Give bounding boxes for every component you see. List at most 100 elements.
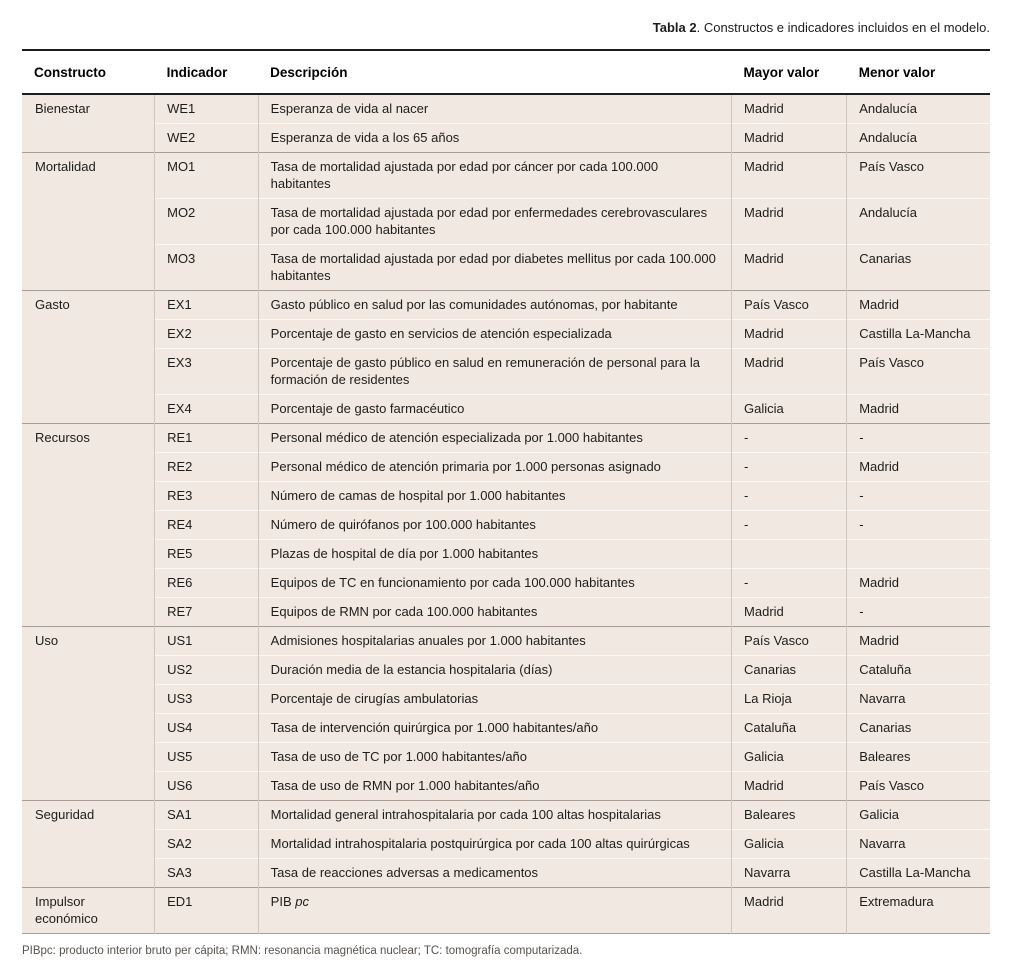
table-row: RE7 Equipos de RMN por cada 100.000 habit… bbox=[22, 597, 990, 627]
menor-valor-cell: Madrid bbox=[846, 394, 990, 424]
indicator-cell: US3 bbox=[154, 684, 259, 714]
construct-cell: Seguridad bbox=[22, 800, 155, 888]
description-cell: Porcentaje de gasto público en salud en … bbox=[257, 348, 732, 395]
indicator-cell: SA3 bbox=[154, 858, 259, 888]
indicator-cell: US5 bbox=[154, 742, 259, 772]
mayor-valor-cell: Madrid bbox=[731, 94, 847, 124]
table-footnote: PIBpc: producto interior bruto per cápit… bbox=[22, 945, 583, 957]
menor-valor-cell: Navarra bbox=[846, 829, 990, 859]
construct-cell: Bienestar bbox=[22, 94, 155, 153]
menor-valor-cell: Canarias bbox=[846, 713, 990, 743]
description-italic: pc bbox=[295, 894, 309, 909]
description-cell: Porcentaje de gasto en servicios de aten… bbox=[257, 319, 732, 349]
mayor-valor-cell: Madrid bbox=[731, 198, 847, 245]
header-row: Constructo Indicador Descripción Mayor v… bbox=[22, 50, 990, 95]
menor-valor-cell bbox=[846, 539, 990, 569]
table-row: RE6 Equipos de TC en funcionamiento por c… bbox=[22, 568, 990, 598]
description-cell: Número de quirófanos por 100.000 habitan… bbox=[257, 510, 732, 540]
indicator-cell: RE3 bbox=[154, 481, 259, 511]
mayor-valor-cell: La Rioja bbox=[731, 684, 847, 714]
menor-valor-cell: - bbox=[846, 597, 990, 627]
menor-valor-cell: Madrid bbox=[846, 452, 990, 482]
menor-valor-cell: País Vasco bbox=[846, 348, 990, 395]
description-cell: Mortalidad general intrahospitalaria por… bbox=[257, 800, 732, 830]
table-row: US3 Porcentaje de cirugías ambulatorias La… bbox=[22, 684, 990, 714]
table-row: EX2 Porcentaje de gasto en servicios de a… bbox=[22, 319, 990, 349]
menor-valor-cell: Madrid bbox=[846, 568, 990, 598]
mayor-valor-cell: Madrid bbox=[731, 123, 847, 153]
menor-valor-cell: Navarra bbox=[846, 684, 990, 714]
description-cell: Tasa de uso de TC por 1.000 habitantes/a… bbox=[257, 742, 732, 772]
description-cell: Equipos de TC en funcionamiento por cada… bbox=[257, 568, 732, 598]
table-header: Constructo Indicador Descripción Mayor v… bbox=[22, 50, 990, 95]
indicator-cell: RE4 bbox=[154, 510, 259, 540]
menor-valor-cell: - bbox=[846, 481, 990, 511]
constructs-table: Constructo Indicador Descripción Mayor v… bbox=[22, 49, 990, 934]
description-cell: Tasa de mortalidad ajustada por edad por… bbox=[257, 198, 732, 245]
indicator-cell: WE1 bbox=[154, 94, 259, 124]
table-row: RE5 Plazas de hospital de día por 1.000 h… bbox=[22, 539, 990, 569]
menor-valor-cell: Castilla La-Mancha bbox=[846, 319, 990, 349]
indicator-cell: EX2 bbox=[154, 319, 259, 349]
table-row: MO3 Tasa de mortalidad ajustada por edad … bbox=[22, 244, 990, 291]
description-cell: Porcentaje de cirugías ambulatorias bbox=[257, 684, 732, 714]
menor-valor-cell: - bbox=[846, 510, 990, 540]
mayor-valor-cell: País Vasco bbox=[731, 626, 847, 656]
indicator-cell: EX3 bbox=[154, 348, 259, 395]
description-cell: PIB pc bbox=[257, 887, 732, 934]
mayor-valor-cell: Cataluña bbox=[731, 713, 847, 743]
indicator-cell: RE7 bbox=[154, 597, 259, 627]
description-cell: Tasa de mortalidad ajustada por edad por… bbox=[257, 244, 732, 291]
table-row: Recursos RE1 Personal médico de atención e… bbox=[22, 423, 990, 627]
mayor-valor-cell: Madrid bbox=[731, 771, 847, 801]
table-caption: Tabla 2. Constructos e indicadores inclu… bbox=[22, 20, 990, 35]
description-cell: Personal médico de atención primaria por… bbox=[257, 452, 732, 482]
table-row: Seguridad SA1 Mortalidad general intrahosp… bbox=[22, 800, 990, 888]
indicator-cell: EX4 bbox=[154, 394, 259, 424]
indicator-cell: RE2 bbox=[154, 452, 259, 482]
mayor-valor-cell: Madrid bbox=[731, 152, 847, 199]
indicator-cell: RE1 bbox=[154, 423, 259, 453]
table-row: EX4 Porcentaje de gasto farmacéutico Galic… bbox=[22, 394, 990, 424]
description-cell: Tasa de reacciones adversas a medicament… bbox=[257, 858, 732, 888]
mayor-valor-cell: Galicia bbox=[731, 829, 847, 859]
indicator-cell: US4 bbox=[154, 713, 259, 743]
mayor-valor-cell bbox=[731, 539, 847, 569]
indicator-cell: US1 bbox=[154, 626, 259, 656]
indicator-cell: MO3 bbox=[154, 244, 259, 291]
construct-cell: Gasto bbox=[22, 290, 155, 424]
table-row: Uso US1 Admisiones hospitalarias anuales p… bbox=[22, 626, 990, 801]
menor-valor-cell: Madrid bbox=[846, 290, 990, 320]
mayor-valor-cell: Galicia bbox=[731, 742, 847, 772]
construct-cell: Impulsor económico bbox=[22, 887, 155, 934]
menor-valor-cell: Andalucía bbox=[846, 94, 990, 124]
menor-valor-cell: País Vasco bbox=[846, 152, 990, 199]
description-cell: Número de camas de hospital por 1.000 ha… bbox=[257, 481, 732, 511]
description-cell: Esperanza de vida al nacer bbox=[257, 94, 732, 124]
description-cell: Porcentaje de gasto farmacéutico bbox=[257, 394, 732, 424]
table-row: MO2 Tasa de mortalidad ajustada por edad … bbox=[22, 198, 990, 245]
table-row: Gasto EX1 Gasto público en salud por las c… bbox=[22, 290, 990, 424]
construct-cell: Recursos bbox=[22, 423, 155, 627]
mayor-valor-cell: - bbox=[731, 568, 847, 598]
construct-group: Recursos RE1 Personal médico de atención e… bbox=[22, 423, 990, 627]
menor-valor-cell: Baleares bbox=[846, 742, 990, 772]
description-cell: Plazas de hospital de día por 1.000 habi… bbox=[257, 539, 732, 569]
menor-valor-cell: Galicia bbox=[846, 800, 990, 830]
description-cell: Esperanza de vida a los 65 años bbox=[257, 123, 732, 153]
description-cell: Duración media de la estancia hospitalar… bbox=[257, 655, 732, 685]
construct-cell: Mortalidad bbox=[22, 152, 155, 291]
indicator-cell: RE6 bbox=[154, 568, 259, 598]
col-header-mayor-valor: Mayor valor bbox=[731, 50, 847, 95]
table-row: US5 Tasa de uso de TC por 1.000 habitante… bbox=[22, 742, 990, 772]
col-header-menor-valor: Menor valor bbox=[846, 50, 990, 95]
table-row: US2 Duración media de la estancia hospita… bbox=[22, 655, 990, 685]
description-cell: Personal médico de atención especializad… bbox=[257, 423, 732, 453]
indicator-cell: US2 bbox=[154, 655, 259, 685]
description-cell: Equipos de RMN por cada 100.000 habitant… bbox=[257, 597, 732, 627]
mayor-valor-cell: - bbox=[731, 481, 847, 511]
table-row: US4 Tasa de intervención quirúrgica por 1… bbox=[22, 713, 990, 743]
mayor-valor-cell: Madrid bbox=[731, 887, 847, 934]
table-row: SA3 Tasa de reacciones adversas a medicam… bbox=[22, 858, 990, 888]
description-cell: Gasto público en salud por las comunidad… bbox=[257, 290, 732, 320]
